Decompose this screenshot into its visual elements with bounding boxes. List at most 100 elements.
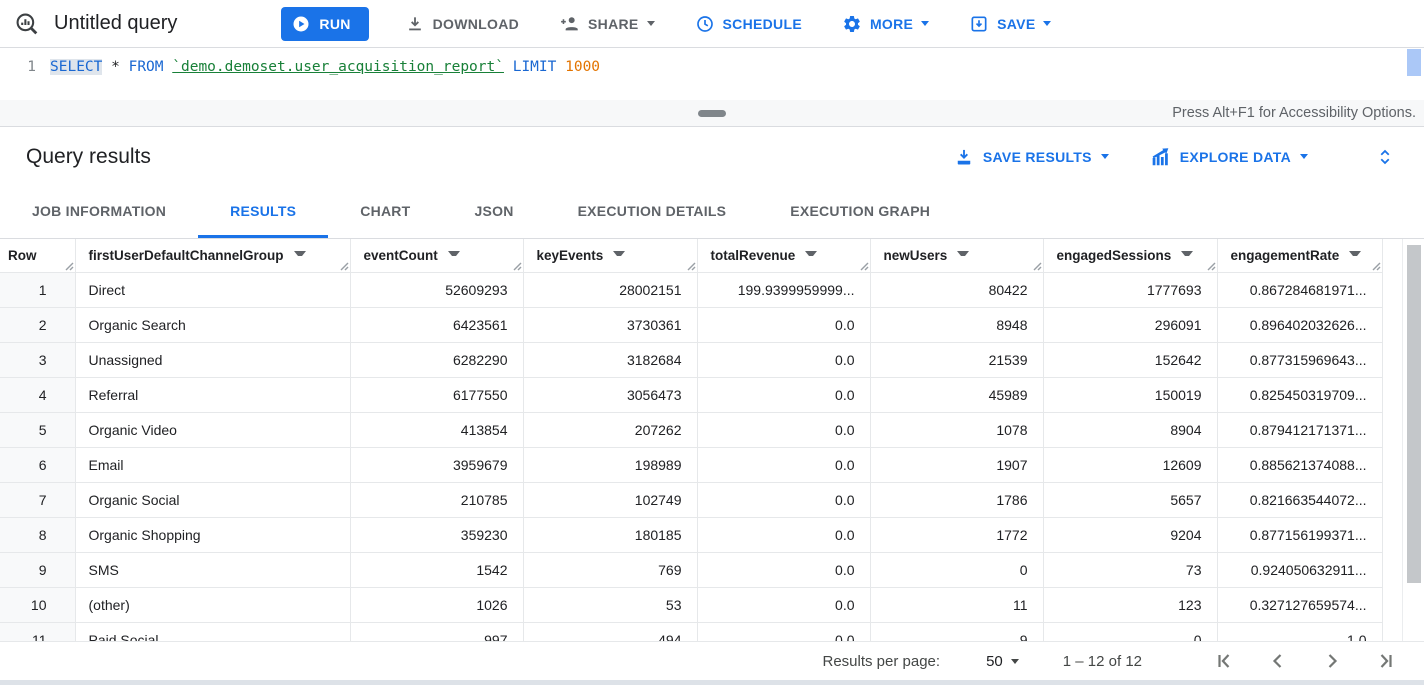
row-number-cell: 3	[0, 342, 76, 378]
sort-dropdown-icon[interactable]	[1349, 250, 1362, 260]
cell: 53	[523, 587, 698, 623]
row-number-cell: 1	[0, 272, 76, 308]
sort-dropdown-icon[interactable]	[957, 250, 970, 260]
save-icon	[969, 14, 989, 34]
cell: 5657	[1043, 482, 1218, 518]
sort-dropdown-icon[interactable]	[293, 250, 306, 260]
cell: 0.0	[697, 307, 871, 343]
query-editor-toolbar: Untitled query RUN DOWNLOAD SHARE SCHEDU…	[0, 0, 1424, 48]
table-row: 5 Organic Video 413854 207262 0.0 1078 8904 0.8…	[0, 412, 1383, 448]
tab-execution-details[interactable]: EXECUTION DETAILS	[577, 202, 727, 219]
last-page-button[interactable]	[1374, 649, 1398, 673]
table-scrollbar-track[interactable]	[1402, 239, 1424, 641]
cell: 0.877156199371...	[1217, 517, 1383, 553]
unfold-icon[interactable]	[1376, 147, 1394, 167]
download-button[interactable]: DOWNLOAD	[405, 14, 519, 34]
query-icon	[14, 11, 40, 37]
table-row: 8 Organic Shopping 359230 180185 0.0 1772 9204…	[0, 517, 1383, 553]
cell: 9	[870, 622, 1044, 641]
cell: 152642	[1043, 342, 1218, 378]
sql-code: SELECT * FROM `demo.demoset.user_acquisi…	[50, 59, 601, 75]
cell: Direct	[75, 272, 351, 308]
cell: 1.0	[1217, 622, 1383, 641]
cell: 1907	[870, 447, 1044, 483]
cell: Email	[75, 447, 351, 483]
cell: 207262	[523, 412, 698, 448]
cell: 0.0	[697, 377, 871, 413]
column-resize-handle[interactable]	[859, 261, 869, 271]
tab-job-information[interactable]: JOB INFORMATION	[32, 202, 167, 219]
save-button[interactable]: SAVE	[969, 14, 1052, 34]
sort-dropdown-icon[interactable]	[805, 250, 818, 260]
column-resize-handle[interactable]	[1206, 261, 1216, 271]
next-page-button[interactable]	[1320, 649, 1344, 673]
more-button[interactable]: MORE	[842, 14, 930, 34]
first-page-button[interactable]	[1212, 649, 1236, 673]
table-reference-link[interactable]: `demo.demoset.user_acquisition_report`	[172, 59, 504, 75]
table-scrollbar-thumb[interactable]	[1407, 245, 1421, 583]
chevron-down-icon	[646, 21, 655, 26]
cell: 997	[350, 622, 524, 641]
column-resize-handle[interactable]	[1371, 261, 1381, 271]
table-row: 6 Email 3959679 198989 0.0 1907 12609 0.8856213…	[0, 447, 1383, 483]
results-per-page-label: Results per page:	[822, 652, 941, 670]
cell: 6423561	[350, 307, 524, 343]
panel-resize-handle[interactable]	[698, 110, 726, 117]
cell: 6177550	[350, 377, 524, 413]
row-number-cell: 4	[0, 377, 76, 413]
chart-icon	[1149, 146, 1171, 168]
tab-results[interactable]: RESULTS	[198, 186, 329, 238]
sort-dropdown-icon[interactable]	[447, 250, 460, 260]
cell: 8948	[870, 307, 1044, 343]
sort-dropdown-icon[interactable]	[613, 250, 626, 260]
previous-page-button[interactable]	[1266, 649, 1290, 673]
accessibility-hint: Press Alt+F1 for Accessibility Options.	[1172, 105, 1416, 121]
cell: 123	[1043, 587, 1218, 623]
results-tbody: 1 Direct 52609293 28002151 199.9399959999...…	[0, 272, 1383, 641]
cell: 73	[1043, 552, 1218, 588]
table-row: 2 Organic Search 6423561 3730361 0.0 8948 2960…	[0, 307, 1383, 343]
column-resize-handle[interactable]	[512, 261, 522, 271]
share-button[interactable]: SHARE	[559, 13, 655, 34]
download-icon	[405, 14, 425, 34]
cell: Paid Social	[75, 622, 351, 641]
query-results-header: Query results SAVE RESULTS EXPLORE DATA	[0, 127, 1424, 186]
explore-data-button[interactable]: EXPLORE DATA	[1149, 146, 1308, 168]
cell: Unassigned	[75, 342, 351, 378]
query-title[interactable]: Untitled query	[54, 12, 178, 34]
save-results-button[interactable]: SAVE RESULTS	[954, 147, 1109, 167]
row-number-cell: 7	[0, 482, 76, 518]
tab-execution-graph[interactable]: EXECUTION GRAPH	[790, 202, 931, 219]
column-resize-handle[interactable]	[1032, 261, 1042, 271]
column-resize-handle[interactable]	[339, 261, 349, 271]
cell: 3730361	[523, 307, 698, 343]
cell: 0.0	[697, 482, 871, 518]
results-table: Row firstUserDefaultChannelGroup eventCo…	[0, 239, 1383, 641]
pagination-range: 1 – 12 of 12	[1062, 652, 1142, 670]
row-number-cell: 10	[0, 587, 76, 623]
cell: 0.867284681971...	[1217, 272, 1383, 308]
first-page-icon	[1212, 649, 1236, 673]
column-header-totalrevenue: totalRevenue	[697, 239, 871, 273]
column-header-newusers: newUsers	[870, 239, 1044, 273]
page-size-select[interactable]: 50	[986, 653, 1019, 670]
editor-scrollbar-thumb[interactable]	[1407, 49, 1421, 76]
run-label: RUN	[319, 15, 351, 32]
cell: 1026	[350, 587, 524, 623]
cell: 0.0	[697, 412, 871, 448]
sql-editor[interactable]: 1 SELECT * FROM `demo.demoset.user_acqui…	[0, 48, 1424, 127]
run-button[interactable]: RUN	[281, 6, 369, 41]
column-resize-handle[interactable]	[64, 261, 74, 271]
sort-dropdown-icon[interactable]	[1181, 250, 1194, 260]
cell: Referral	[75, 377, 351, 413]
column-header-engagementrate: engagementRate	[1217, 239, 1383, 273]
sql-code-line[interactable]: 1 SELECT * FROM `demo.demoset.user_acqui…	[0, 48, 1424, 78]
cell: 21539	[870, 342, 1044, 378]
schedule-button[interactable]: SCHEDULE	[695, 14, 802, 34]
cell: 0	[1043, 622, 1218, 641]
cell: 3182684	[523, 342, 698, 378]
tab-chart[interactable]: CHART	[360, 202, 411, 219]
column-resize-handle[interactable]	[686, 261, 696, 271]
results-tab-bar: JOB INFORMATION RESULTS CHART JSON EXECU…	[0, 186, 1424, 239]
tab-json[interactable]: JSON	[474, 202, 514, 219]
